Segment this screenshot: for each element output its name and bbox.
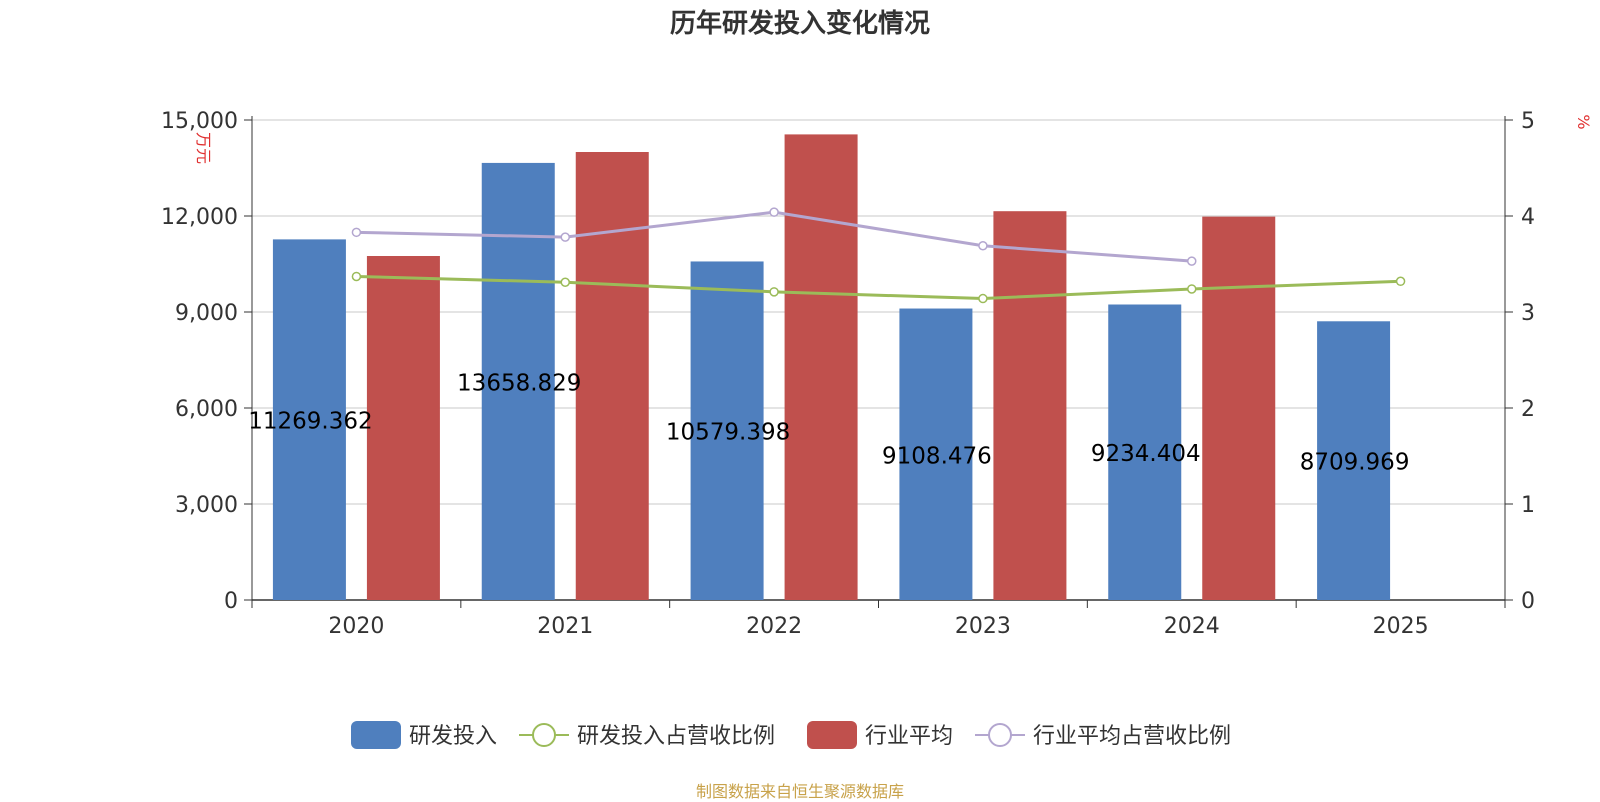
y-right-tick-label: 0 [1521,589,1535,614]
line-rd-ratio [356,274,1401,301]
x-tick-label: 2022 [746,614,802,639]
point-industry-ratio [769,207,779,217]
bar-industry-average-2023 [993,211,1067,600]
point-rd-ratio [351,271,362,282]
legend-industry-average-swatch[interactable] [807,721,857,749]
x-tick-label: 2024 [1164,614,1220,639]
y-left-tick-label: 0 [224,589,238,614]
legend-industry-ratio-label[interactable]: 行业平均占营收比例 [1033,724,1231,749]
y-left-tick-label: 15,000 [161,109,238,134]
point-rd-ratio [769,287,779,297]
y-left-tick-label: 3,000 [175,493,238,518]
bar-value-label-2020: 11269.362 [248,409,372,435]
point-industry-ratio [978,241,988,251]
bar-industry-average-2022 [784,134,858,600]
legend-rd-ratio-swatch-marker[interactable] [532,723,556,747]
y-left-tick-label: 6,000 [175,397,238,422]
legend-industry-average-label[interactable]: 行业平均 [865,724,953,749]
point-rd-ratio [560,277,570,287]
y-left-tick-label: 9,000 [175,301,238,326]
y-left-unit-label: 万元 [194,132,213,164]
y-right-tick-label: 5 [1521,109,1535,134]
x-tick-label: 2020 [328,614,384,639]
bar-industry-average-2024 [1202,216,1276,600]
point-rd-ratio [1187,284,1197,294]
point-rd-ratio [1395,276,1406,287]
line-industry-ratio [356,210,1192,263]
legend-rd-ratio-label[interactable]: 研发投入占营收比例 [577,724,775,749]
bar-value-label-2021: 13658.829 [457,370,581,396]
bar-industry-average-2020 [366,256,440,600]
point-industry-ratio [351,227,362,238]
y-right-tick-label: 3 [1521,301,1535,326]
chart-title: 历年研发投入变化情况 [670,8,930,39]
legend-rd-investment-swatch[interactable] [351,721,401,749]
x-tick-label: 2023 [955,614,1011,639]
bar-industry-average-2021 [575,152,649,600]
y-right-tick-label: 1 [1521,493,1535,518]
x-tick-label: 2025 [1373,614,1429,639]
y-right-tick-label: 4 [1521,205,1535,230]
bar-rd-investment-2022 [690,261,764,600]
legend-industry-ratio-swatch-marker[interactable] [988,723,1012,747]
y-left-tick-label: 12,000 [161,205,238,230]
data-source-note: 制图数据来自恒生聚源数据库 [695,782,904,801]
x-tick-label: 2021 [537,614,593,639]
bar-rd-investment-2025 [1317,321,1391,600]
legend-rd-investment-label[interactable]: 研发投入 [409,724,497,749]
bar-value-label-2024: 9234.404 [1091,441,1201,467]
bar-value-label-2022: 10579.398 [666,420,790,446]
y-right-unit-label: % [1574,114,1593,129]
y-right-tick-label: 2 [1521,397,1535,422]
bar-value-label-2023: 9108.476 [882,443,992,469]
bar-rd-investment-2020 [272,239,346,600]
bar-rd-investment-2023 [899,308,973,600]
point-rd-ratio [978,293,988,304]
bar-value-label-2025: 8709.969 [1300,450,1410,476]
point-industry-ratio [560,232,570,242]
point-industry-ratio [1187,256,1197,266]
bar-rd-investment-2024 [1108,304,1182,600]
